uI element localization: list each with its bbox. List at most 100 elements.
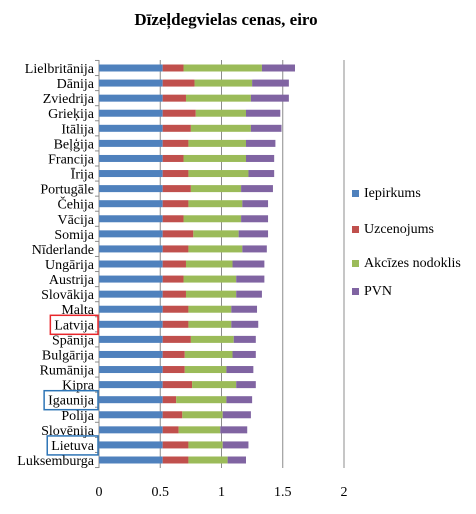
bar-segment	[193, 230, 239, 238]
category-label: Nīderlande	[32, 243, 94, 258]
bar-segment	[99, 64, 163, 72]
category-label: Ungārija	[45, 258, 95, 273]
bar-segment	[99, 94, 163, 102]
category-label: Zviedrija	[43, 92, 95, 107]
bar-segment	[222, 411, 251, 419]
category-labels: LielbritānijaDānijaZviedrijaGrieķijaItāl…	[17, 62, 99, 469]
category-label: Latvija	[54, 318, 94, 333]
bar-segment	[226, 396, 253, 404]
category-label: Beļģija	[54, 136, 95, 152]
legend-label: Uzcenojums	[364, 222, 434, 237]
bar-segment	[232, 260, 265, 268]
bar-segment	[162, 426, 179, 434]
bar-segment	[162, 305, 189, 313]
bar-segment	[162, 109, 196, 117]
category-label: Igaunija	[48, 394, 95, 409]
bar-segment	[188, 320, 232, 328]
bar-segment	[99, 320, 163, 328]
bars	[99, 64, 295, 464]
bar-segment	[195, 109, 246, 117]
bar-segment	[99, 215, 163, 223]
category-label: Bulgārija	[42, 348, 95, 363]
bar-segment	[162, 124, 191, 132]
bar-segment	[162, 170, 189, 178]
category-label: Polija	[61, 409, 94, 424]
x-tick-labels: 0 0.5 1 1.5 2	[96, 485, 348, 500]
bar-segment	[246, 109, 281, 117]
bar-segment	[188, 200, 243, 208]
bar-segment	[162, 456, 189, 464]
bar-segment	[236, 275, 265, 283]
bar-segment	[99, 290, 163, 298]
x-tick-label: 1	[218, 485, 225, 500]
bar-segment	[162, 366, 185, 374]
bar-segment	[190, 185, 242, 193]
bar-segment	[162, 245, 189, 253]
bar-segment	[246, 154, 275, 162]
legend-swatch	[352, 190, 359, 197]
bar-segment	[162, 185, 191, 193]
bar-segment	[99, 411, 163, 419]
bar-segment	[162, 320, 189, 328]
bar-segment	[99, 305, 163, 313]
bar-segment	[183, 275, 237, 283]
bar-segment	[233, 335, 256, 343]
bar-segment	[99, 426, 163, 434]
bar-segment	[190, 124, 251, 132]
bar-segment	[192, 381, 237, 389]
bar-segment	[99, 139, 163, 147]
bar-segment	[99, 170, 163, 178]
x-tick-label: 1.5	[274, 485, 292, 500]
bar-segment	[232, 350, 256, 358]
bar-segment	[182, 411, 223, 419]
category-label: Somija	[54, 228, 94, 243]
category-label: Luksemburga	[17, 454, 95, 469]
bar-segment	[99, 441, 163, 449]
bar-segment	[176, 396, 227, 404]
legend-swatch	[352, 260, 359, 267]
bar-segment	[222, 441, 249, 449]
bar-segment	[99, 245, 163, 253]
bar-segment	[184, 366, 227, 374]
category-label: Francija	[48, 152, 95, 167]
bar-segment	[250, 124, 282, 132]
bar-segment	[99, 381, 163, 389]
bar-segment	[162, 396, 177, 404]
chart-title: Dīzeļdegvielas cenas, eiro	[134, 10, 317, 30]
bar-segment	[99, 350, 163, 358]
bar-segment	[99, 275, 163, 283]
bar-segment	[99, 154, 163, 162]
bar-segment	[185, 94, 251, 102]
bar-segment	[252, 79, 289, 87]
bar-segment	[261, 64, 295, 72]
bar-segment	[162, 381, 193, 389]
legend-label: Akcīzes nodoklis	[364, 256, 461, 271]
bar-segment	[241, 185, 273, 193]
bar-segment	[99, 260, 163, 268]
bar-segment	[183, 215, 242, 223]
legend-label: Iepirkums	[364, 186, 421, 201]
legend: Iepirkums Uzcenojums Akcīzes nodoklis PVN	[352, 186, 461, 299]
bar-segment	[99, 200, 163, 208]
bar-segment	[190, 335, 234, 343]
category-label: Austrija	[49, 273, 95, 288]
bar-segment	[162, 335, 191, 343]
bar-segment	[184, 350, 233, 358]
bar-segment	[227, 456, 246, 464]
bar-segment	[183, 64, 262, 72]
bar-segment	[188, 245, 243, 253]
bar-segment	[236, 381, 256, 389]
bar-segment	[188, 305, 232, 313]
category-label: Kipra	[62, 379, 95, 394]
bar-segment	[188, 139, 246, 147]
bar-segment	[185, 260, 233, 268]
bar-segment	[162, 350, 185, 358]
bar-segment	[178, 426, 221, 434]
bar-segment	[99, 366, 163, 374]
highlight-box	[46, 435, 99, 456]
bar-segment	[226, 366, 254, 374]
bar-segment	[236, 290, 262, 298]
bar-segment	[162, 94, 186, 102]
highlight-box	[43, 389, 99, 411]
